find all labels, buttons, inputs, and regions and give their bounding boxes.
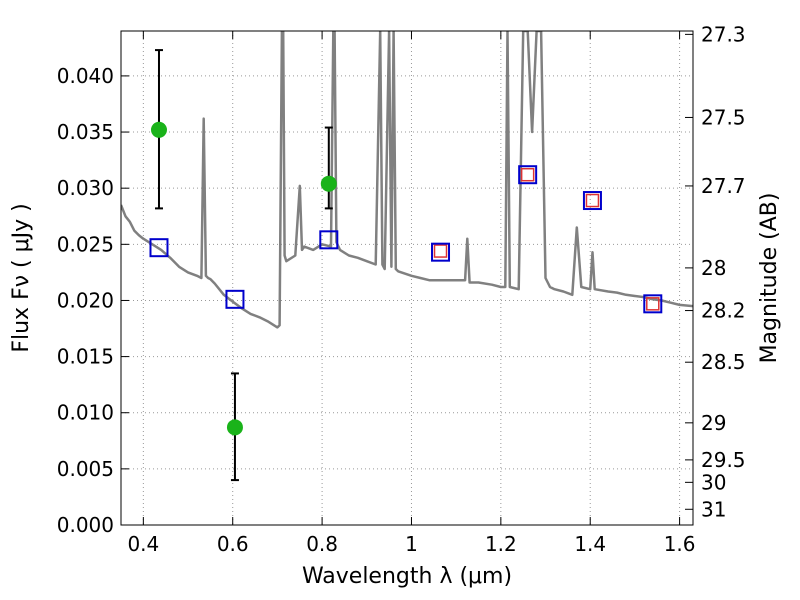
model-spectrum-line (121, 31, 693, 329)
model-square (319, 230, 339, 250)
y-tick-label: 0.015 (57, 345, 114, 369)
plot-frame (120, 30, 694, 526)
y-tick-label: 0.010 (57, 401, 114, 425)
plot-area (121, 31, 693, 482)
right-tick-label: 27.5 (701, 105, 746, 129)
x-tick-label: 1.2 (485, 532, 517, 556)
x-tick-label: 0.8 (306, 532, 338, 556)
y-tick-label: 0.025 (57, 232, 114, 256)
x-tick-label: 0.6 (217, 532, 249, 556)
x-axis-label: Wavelength λ (μm) (302, 564, 512, 589)
y-tick-label: 0.005 (57, 457, 114, 481)
right-tick-label: 29 (701, 411, 726, 435)
x-tick-label: 1 (405, 532, 418, 556)
right-tick-label: 31 (701, 497, 726, 521)
model-square (518, 165, 538, 185)
right-tick-label: 27.3 (701, 22, 746, 46)
x-tick-label: 1.4 (574, 532, 606, 556)
y-tick-label: 0.020 (57, 288, 114, 312)
observed-square (646, 297, 660, 311)
model-square (149, 238, 169, 258)
y-tick-label: 0.035 (57, 120, 114, 144)
observed-square (433, 244, 448, 258)
right-axis-label: Magnitude (AB) (757, 193, 782, 364)
y-tick-label: 0.000 (57, 513, 114, 537)
observed-square (520, 167, 535, 182)
right-tick-label: 28.5 (701, 350, 746, 374)
right-tick-label: 28.2 (701, 299, 746, 323)
y-tick-label: 0.040 (57, 64, 114, 88)
photometry-point (150, 121, 167, 138)
model-square (582, 191, 602, 211)
right-tick-label: 27.7 (701, 174, 746, 198)
y-tick-label: 0.030 (57, 176, 114, 200)
observed-square (585, 193, 600, 208)
photometry-point (226, 419, 243, 436)
y-axis-label: Flux Fν ( μJy ) (9, 203, 34, 352)
axes: 0.4 0.6 0.8 1 1.2 1.4 1.6 0.000 0.005 0.010 0.015 0… (57, 22, 746, 556)
model-square (225, 289, 245, 309)
model-square (431, 242, 451, 262)
right-tick-label: 29.5 (701, 448, 746, 472)
photometry-point (320, 175, 337, 192)
right-tick-label: 30 (701, 470, 726, 494)
x-tick-label: 1.6 (664, 532, 696, 556)
right-tick-label: 28 (701, 256, 726, 280)
model-square (643, 294, 663, 314)
x-tick-label: 0.4 (127, 532, 159, 556)
